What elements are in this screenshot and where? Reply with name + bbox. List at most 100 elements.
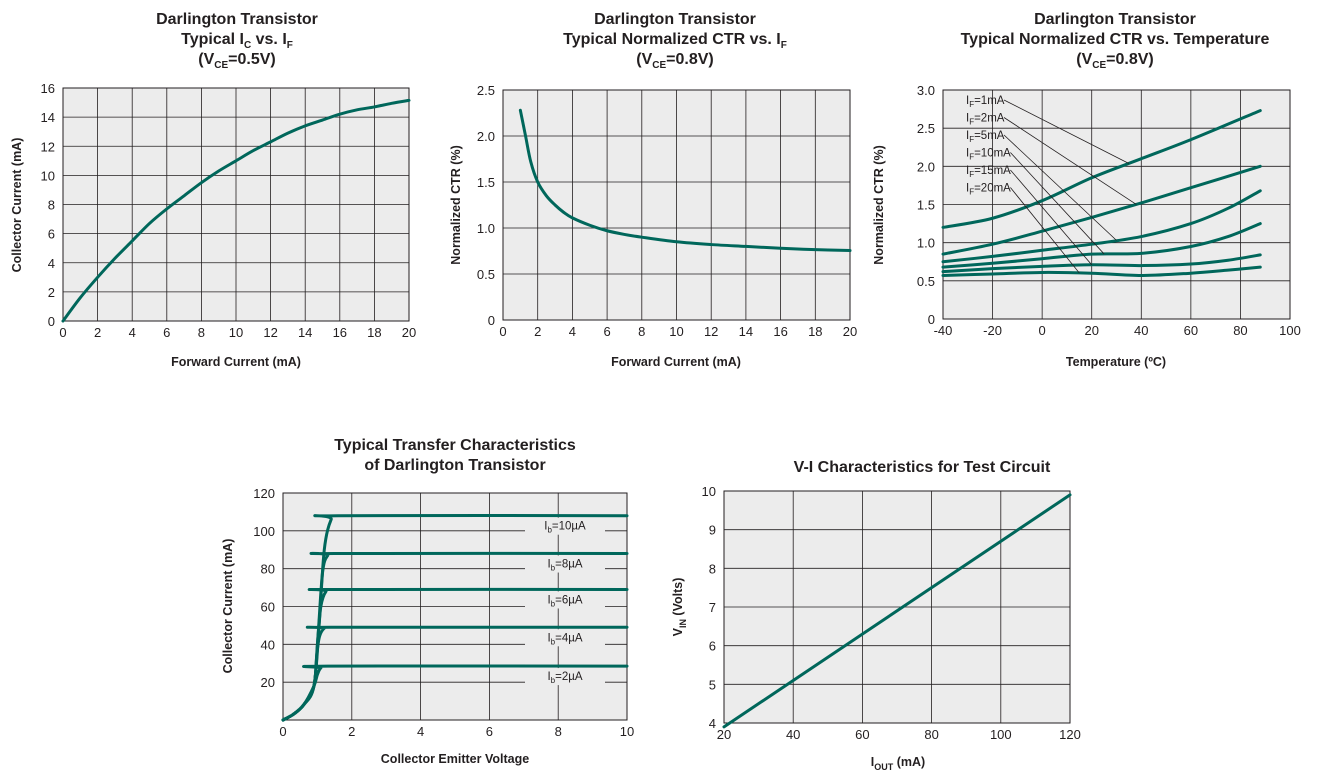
y-tick-label: 2 [48,285,55,300]
chart-ctr-vs-if: Darlington Transistor Typical Normalized… [449,11,857,369]
x-tick-label: 20 [1084,323,1098,338]
series-line [281,664,629,722]
x-tick-label: 80 [1233,323,1247,338]
y-tick-label: 20 [261,675,275,690]
series-label: IF=10mA [966,148,1011,162]
x-tick-label: 10 [229,325,243,340]
x-tick-label: 80 [924,727,938,742]
x-tick-label: 16 [333,325,347,340]
x-tick-label: 2 [94,325,101,340]
series-label-bg [525,555,605,573]
y-tick-label: 5 [709,677,716,692]
x-tick-label: 12 [704,324,718,339]
x-tick-label: -40 [934,323,953,338]
x-tick-label: 6 [486,724,493,739]
y-tick-label: 14 [41,110,55,125]
x-tick-label: 0 [499,324,506,339]
x-tick-label: 0 [59,325,66,340]
leader-line [1003,117,1137,205]
chart-ic-vs-if: Darlington Transistor Typical IC vs. IF … [10,11,416,369]
series-label: Ib=8µA [547,559,582,573]
y-tick-label: 2.5 [477,83,495,98]
chart-vi-characteristics: V-I Characteristics for Test Circuit 20 4… [671,459,1081,770]
y-tick-label: 6 [709,639,716,654]
x-tick-label: 20 [843,324,857,339]
series-label: Ib=4µA [547,632,582,646]
y-tick-label: 1.5 [917,198,935,213]
y-tick-label: 1.0 [917,236,935,251]
chart-title-line-1: Darlington Transistor [1034,11,1196,28]
leader-line [1010,187,1080,274]
series-label: IF=15mA [966,165,1011,179]
series-line [941,189,1262,264]
y-tick-label: 1.0 [477,221,495,236]
x-tick-label: 8 [638,324,645,339]
series-label: Ib=6µA [547,594,582,608]
x-tick-label: 14 [298,325,312,340]
y-tick-label: 12 [41,139,55,154]
x-tick-label: 60 [855,727,869,742]
y-axis-label: Normalized CTR (%) [449,145,463,264]
x-tick-label: 10 [669,324,683,339]
y-tick-label: 120 [253,486,275,501]
series-label-bg [525,517,605,535]
y-tick-label: 80 [261,562,275,577]
series-line [941,265,1262,277]
y-tick-label: 100 [253,524,275,539]
series-line [722,493,1072,729]
x-tick-label: 4 [417,724,424,739]
y-tick-label: 2.0 [477,129,495,144]
y-tick-label: 1.5 [477,175,495,190]
x-tick-label: 20 [402,325,416,340]
y-axis-label: Collector Current (mA) [221,539,235,674]
y-tick-label: 9 [709,523,716,538]
x-tick-label: 6 [163,325,170,340]
series-label: IF=1mA [966,95,1005,109]
y-tick-label: 0.5 [477,267,495,282]
y-tick-label: 6 [48,227,55,242]
y-tick-label: 0.5 [917,274,935,289]
y-axis-label: Collector Current (mA) [10,138,24,273]
series-label: Ib=2µA [547,671,582,685]
x-axis-label: Collector Emitter Voltage [381,752,529,766]
chart-title-line-2: of Darlington Transistor [364,457,545,474]
x-tick-label: 0 [1039,323,1046,338]
y-tick-label: 0 [48,314,55,329]
x-tick-label: 60 [1184,323,1198,338]
x-axis-label: IOUT (mA) [871,755,925,770]
x-tick-label: 18 [808,324,822,339]
chart-title-line-1: Darlington Transistor [156,11,318,28]
series-label-bg [525,591,605,609]
series-line [61,98,411,323]
x-tick-label: 12 [263,325,277,340]
chart-title-line-3: (VCE=0.5V) [198,51,276,71]
chart-title-line-1: Darlington Transistor [594,11,756,28]
x-tick-label: 4 [569,324,576,339]
x-tick-label: 8 [555,724,562,739]
leader-line [1010,169,1093,266]
series-label-bg [525,629,605,647]
x-axis-label: Forward Current (mA) [611,355,741,369]
chart-title-line-2: Typical Normalized CTR vs. Temperature [961,31,1270,48]
leader-line [1003,134,1117,241]
x-tick-label: 100 [1279,323,1301,338]
chart-title-line-2: Typical Normalized CTR vs. IF [563,31,787,51]
y-tick-label: 10 [702,484,716,499]
series-label: IF=5mA [966,130,1005,144]
series-label: IF=2mA [966,113,1005,127]
chart-title-line-2: Typical IC vs. IF [181,31,293,51]
chart-title-line-3: (VCE=0.8V) [1076,51,1154,71]
y-tick-label: 7 [709,600,716,615]
y-tick-label: 2.5 [917,121,935,136]
chart-title-line-1: V-I Characteristics for Test Circuit [794,459,1051,476]
x-tick-label: 14 [739,324,753,339]
y-axis-label: VIN (Volts) [671,578,688,637]
leader-line [1003,99,1130,164]
y-tick-label: 16 [41,81,55,96]
y-axis-label: Normalized CTR (%) [872,145,886,264]
x-tick-label: 40 [1134,323,1148,338]
chart-transfer-characteristics: Typical Transfer Characteristics of Darl… [221,437,634,766]
series-label: Ib=10µA [544,521,586,535]
x-tick-label: 120 [1059,727,1081,742]
x-tick-label: 0 [279,724,286,739]
